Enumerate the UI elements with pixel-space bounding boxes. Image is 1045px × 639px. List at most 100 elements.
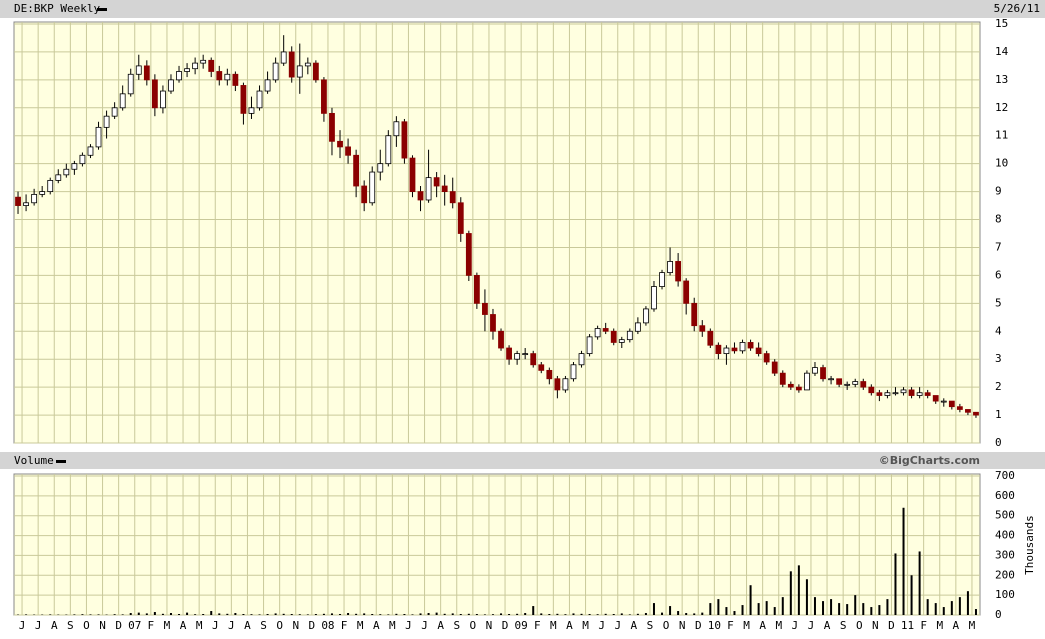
volume-bar	[234, 613, 236, 615]
candle-body	[273, 63, 278, 80]
volume-bar	[283, 614, 285, 615]
x-tick-label: N	[679, 619, 686, 632]
candle-body	[973, 412, 978, 415]
volume-bar	[484, 614, 486, 615]
volume-bar	[548, 614, 550, 615]
volume-bar	[589, 614, 591, 615]
candle-body	[716, 345, 721, 353]
candle-body	[193, 63, 198, 69]
volume-bar	[774, 607, 776, 615]
candle-body	[724, 348, 729, 354]
y-tick-label: 200	[995, 568, 1015, 581]
volume-bar	[259, 614, 261, 615]
y-tick-label: 7	[995, 240, 1002, 253]
candle-body	[708, 331, 713, 345]
volume-bar	[733, 611, 735, 615]
volume-bar	[597, 614, 599, 615]
candle-body	[909, 390, 914, 396]
candle-body	[474, 275, 479, 303]
volume-bar	[122, 614, 124, 615]
candle-body	[168, 80, 173, 91]
volume-bar	[766, 601, 768, 615]
volume-bar	[492, 614, 494, 615]
candle-body	[450, 192, 455, 203]
x-tick-label: M	[936, 619, 943, 632]
candle-body	[144, 66, 149, 80]
x-tick-label: A	[437, 619, 444, 632]
x-tick-label: F	[534, 619, 541, 632]
candle-body	[917, 393, 922, 396]
x-tick-label: S	[453, 619, 460, 632]
volume-bar	[750, 585, 752, 615]
x-tick-label: J	[598, 619, 605, 632]
volume-bar	[500, 613, 502, 615]
candle-body	[764, 354, 769, 362]
candle-body	[386, 136, 391, 164]
x-tick-label: N	[872, 619, 879, 632]
x-tick-label: M	[550, 619, 557, 632]
x-tick-label: M	[357, 619, 364, 632]
volume-bar	[854, 595, 856, 615]
x-tick-label: O	[470, 619, 477, 632]
volume-bar	[653, 603, 655, 615]
chart-title: DE:BKP Weekly	[14, 2, 100, 15]
volume-bar	[460, 614, 462, 615]
volume-bar	[862, 603, 864, 615]
candle-body	[780, 373, 785, 384]
volume-bar	[701, 613, 703, 615]
candle-body	[869, 387, 874, 393]
volume-bar	[846, 604, 848, 615]
legend-swatch	[97, 8, 107, 11]
volume-bar	[822, 601, 824, 615]
volume-bar	[903, 508, 905, 615]
candle-body	[804, 373, 809, 390]
y-tick-label: 400	[995, 529, 1015, 542]
candle-body	[402, 122, 407, 158]
volume-bar	[178, 614, 180, 615]
volume-bar	[25, 614, 27, 615]
candle-body	[700, 326, 705, 332]
candle-body	[289, 52, 294, 77]
x-tick-label: F	[341, 619, 348, 632]
x-tick-label: A	[824, 619, 831, 632]
volume-bar	[814, 597, 816, 615]
candle-body	[845, 384, 850, 385]
volume-bar	[943, 607, 945, 615]
y-tick-label: 0	[995, 608, 1002, 621]
volume-bar	[242, 614, 244, 615]
candle-body	[354, 155, 359, 186]
y-tick-label: 1	[995, 408, 1002, 421]
volume-bar	[669, 606, 671, 615]
volume-bar	[428, 613, 430, 615]
candle-body	[635, 323, 640, 331]
candle-body	[660, 273, 665, 287]
y-tick-label: 600	[995, 489, 1015, 502]
volume-bar	[299, 614, 301, 615]
x-tick-label: D	[115, 619, 122, 632]
candle-body	[265, 80, 270, 91]
volume-bar	[218, 613, 220, 615]
candle-body	[933, 396, 938, 402]
y-tick-label: 100	[995, 588, 1015, 601]
candle-body	[136, 66, 141, 74]
volume-bar	[138, 613, 140, 615]
x-tick-label: F	[920, 619, 927, 632]
x-tick-label: S	[260, 619, 267, 632]
x-tick-label: S	[840, 619, 847, 632]
y-tick-label: 14	[995, 45, 1009, 58]
volume-bar	[355, 614, 357, 615]
volume-bar	[436, 613, 438, 615]
volume-bar	[162, 614, 164, 615]
candle-body	[346, 147, 351, 155]
x-tick-label: 07	[128, 619, 141, 632]
candle-body	[595, 328, 600, 336]
volume-bar	[347, 613, 349, 615]
volume-bar	[581, 614, 583, 615]
volume-bar	[516, 614, 518, 615]
candle-body	[579, 354, 584, 365]
candle-body	[64, 169, 69, 175]
volume-bar	[98, 614, 100, 615]
volume-bar	[89, 614, 91, 615]
x-tick-label: M	[775, 619, 782, 632]
volume-bar	[725, 607, 727, 615]
